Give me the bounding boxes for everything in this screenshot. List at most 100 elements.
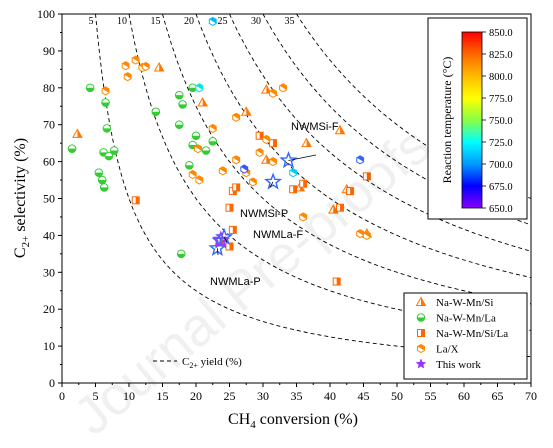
annotation-arrow	[269, 181, 274, 188]
x-tick-label: 55	[425, 389, 437, 403]
legend-marker	[417, 329, 425, 337]
point-la-x	[362, 230, 371, 240]
point-na-w-mn-la	[208, 137, 218, 146]
point-la-x	[299, 212, 308, 222]
point-la-x	[195, 175, 204, 185]
colorbar-tick-label: 750.0	[489, 116, 513, 127]
x-tick-label: 10	[123, 389, 135, 403]
annotations: 5 10 15 20 25 30 35 NWMSi-F NWMSi-P NWMLa-F NWMLa-…	[89, 16, 339, 288]
colorbar-tick-label: 800.0	[489, 72, 513, 83]
y-tick-label: 20	[43, 302, 55, 316]
point-na-w-mn-la	[85, 83, 95, 93]
x-tick-label: 65	[492, 389, 504, 403]
x-tick-label: 25	[224, 389, 236, 403]
point-la-x	[101, 86, 110, 96]
y-axis-label: C2+ selectivity (%)	[12, 138, 32, 258]
point-na-w-mn-si-la	[269, 139, 278, 148]
x-tick-label: 35	[291, 389, 303, 403]
point-na-w-mn-la	[109, 146, 119, 155]
x-axis: 0 5 10 15 20 25 30 35 40 45 50 55 60 65 70	[59, 383, 537, 403]
y-tick-label: 30	[43, 265, 55, 279]
point-na-w-mn-si-la	[289, 185, 298, 194]
point-na-w-mn-si-la	[332, 277, 341, 286]
annotation-label: NWMLa-F	[253, 229, 303, 241]
legend-marker	[416, 313, 426, 322]
legend-label: This work	[436, 359, 481, 371]
colorbar-tick-label: 650.0	[489, 204, 513, 215]
colorbar: 850.0 825.0 800.0 775.0 750.0 725.0 700.0 675.0…	[427, 17, 528, 220]
annotation-label: NWMLa-P	[210, 276, 261, 288]
point-na-w-mn-la	[67, 144, 77, 153]
point-na-w-mn-si-la	[255, 131, 264, 140]
point-la-x	[232, 155, 241, 165]
y-tick-label: 100	[37, 7, 55, 21]
point-na-w-mn-la	[104, 151, 114, 161]
point-la-x	[232, 112, 241, 122]
yield-curve-20	[195, 14, 531, 279]
x-tick-label: 0	[59, 389, 65, 403]
point-la-x	[131, 55, 140, 65]
yield-curve-25	[229, 14, 531, 252]
point-na-w-mn-si	[72, 128, 83, 138]
legend-label: Na-W-Mn/La	[436, 313, 496, 325]
y-tick-label: 80	[43, 81, 55, 95]
annotation-label: NWMSi-F	[291, 121, 339, 133]
point-la-x	[249, 177, 257, 187]
legend: Na-W-Mn/Si Na-W-Mn/La Na-W-Mn/Si/La La/X Thi…	[403, 292, 528, 380]
point-temperature-sample	[195, 83, 204, 93]
chart: Journal Pre-proofs 0 5 10 15 20 25 30 35 40 45 50 5…	[12, 7, 537, 447]
yield-curve-10	[128, 14, 531, 331]
point-na-w-mn-la	[201, 146, 211, 155]
legend-label: Na-W-Mn/Si	[436, 297, 493, 309]
yield-curve-label: 20	[184, 16, 194, 27]
yield-curve-label: 10	[117, 16, 127, 27]
point-la-x	[269, 157, 277, 167]
annotation-arrow	[217, 248, 219, 256]
point-la-x	[356, 229, 365, 239]
x-tick-label: 45	[358, 389, 370, 403]
x-tick-label: 20	[190, 389, 202, 403]
colorbar-gradient	[461, 31, 483, 209]
yield-curve-label: 30	[251, 16, 261, 27]
point-la-x	[218, 166, 227, 176]
annotation-arrow	[223, 237, 228, 243]
point-la-x	[188, 169, 197, 180]
y-tick-label: 50	[43, 192, 55, 206]
point-temperature-sample	[356, 155, 365, 165]
point-la-x	[121, 61, 130, 71]
point-na-w-mn-si	[327, 204, 339, 214]
point-la-x	[255, 147, 264, 157]
point-na-w-mn-la	[174, 120, 184, 129]
point-temperature-sample	[289, 168, 298, 178]
yield-curve-label: 25	[218, 16, 228, 27]
legend-label: La/X	[436, 344, 459, 356]
x-tick-label: 50	[391, 389, 403, 403]
y-axis: 0 10 20 30 40 50 60 70 80 90 100	[37, 7, 62, 390]
data-markers	[67, 16, 373, 286]
y-tick-label: 10	[43, 339, 55, 353]
yield-curve-label: 15	[151, 16, 161, 27]
point-na-w-mn-si-la	[228, 225, 237, 234]
legend-marker	[415, 358, 427, 369]
yield-curve-label: 5	[89, 16, 94, 27]
x-tick-label: 40	[324, 389, 336, 403]
point-na-w-mn-la	[97, 175, 107, 185]
point-na-w-mn-si-la	[232, 183, 241, 192]
x-tick-label: 5	[93, 389, 99, 403]
point-na-w-mn-la	[151, 107, 161, 117]
colorbar-tick-label: 775.0	[489, 94, 513, 105]
point-na-w-mn-si	[240, 106, 252, 116]
colorbar-title: Reaction temperature (°C)	[440, 57, 454, 184]
point-this-work	[279, 151, 298, 169]
y-tick-label: 90	[43, 44, 55, 58]
point-na-w-mn-si-la	[336, 203, 345, 212]
point-na-w-mn-si-la	[225, 242, 234, 251]
point-na-w-mn-si	[334, 124, 346, 135]
point-na-w-mn-si-la	[362, 172, 371, 181]
annotation-arrow	[288, 154, 317, 161]
annotation-label: NWMSi-P	[240, 208, 288, 220]
point-na-w-mn-la	[174, 90, 184, 100]
point-na-w-mn-la	[188, 83, 197, 93]
legend-marker	[415, 296, 427, 306]
point-na-w-mn-la	[101, 98, 110, 107]
